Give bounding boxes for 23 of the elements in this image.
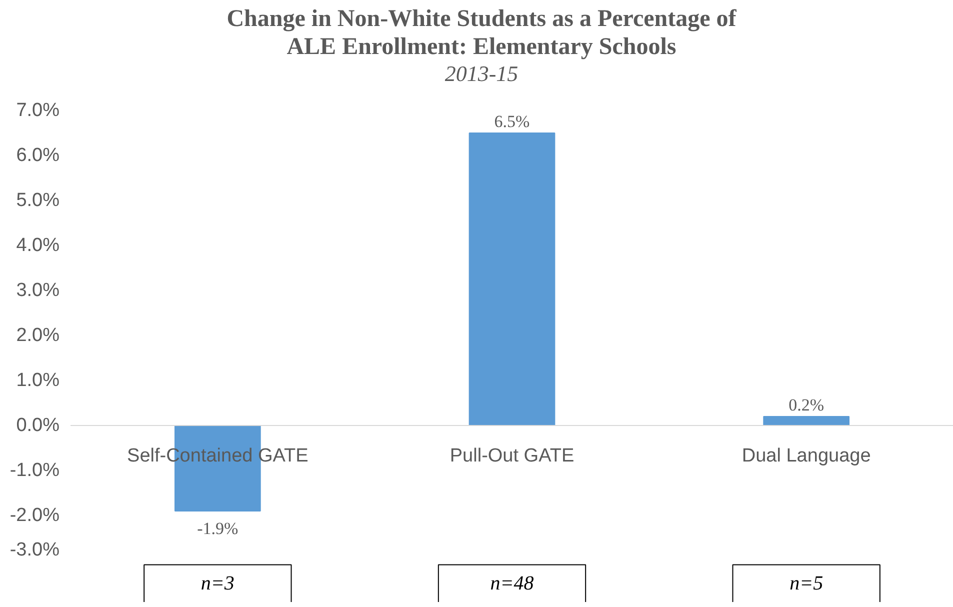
bar xyxy=(763,416,850,426)
x-tick-label: Dual Language xyxy=(742,446,871,466)
y-tick-label: -2.0% xyxy=(10,505,60,526)
y-tick-label: -3.0% xyxy=(10,540,60,560)
data-label: 0.2% xyxy=(788,396,824,414)
data-label: -1.9% xyxy=(197,519,238,538)
bar xyxy=(468,132,556,426)
y-tick-label: 5.0% xyxy=(16,190,60,211)
text: n=48 xyxy=(490,572,534,595)
text: n=5 xyxy=(790,572,824,595)
y-tick-label: -1.0% xyxy=(10,460,60,481)
y-tick-label: 6.0% xyxy=(16,145,60,166)
y-tick-label: 0.0% xyxy=(16,415,60,436)
data-label: 6.5% xyxy=(494,112,530,131)
text: n=3 xyxy=(200,572,234,595)
chart-title: Change in Non-White Students as a Percentage of ALE Enrollment: Elementary Schools xyxy=(226,5,738,61)
y-tick-label: 4.0% xyxy=(16,235,60,256)
y-tick-label: 1.0% xyxy=(16,370,60,391)
y-tick-label: 2.0% xyxy=(16,325,60,346)
y-tick-label: 3.0% xyxy=(16,280,60,301)
y-tick-label: 7.0% xyxy=(16,100,60,121)
x-tick-label: Pull-Out GATE xyxy=(450,446,574,466)
chart-subtitle: 2013-15 xyxy=(444,61,520,87)
